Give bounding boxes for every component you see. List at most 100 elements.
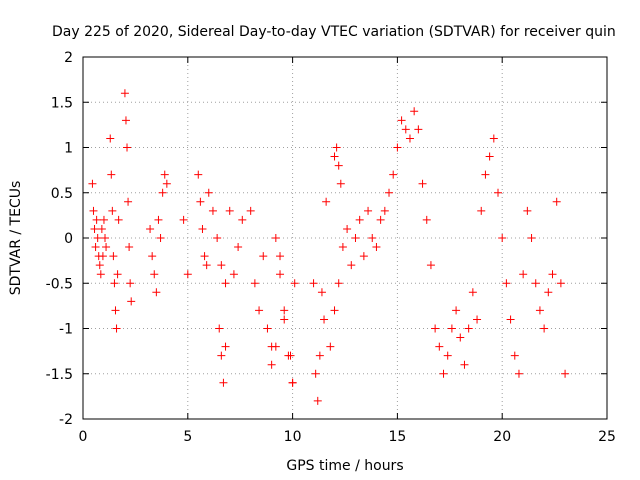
y-axis-label: SDTVAR / TECUs [8,181,24,296]
x-axis-label: GPS time / hours [286,458,403,474]
data-point [330,306,339,315]
data-point [280,315,289,324]
data-point [464,324,473,333]
data-point [208,206,217,215]
data-point [447,324,456,333]
data-point [255,306,264,315]
data-point [225,206,234,215]
data-point [332,143,341,152]
data-point [385,188,394,197]
data-point [280,306,289,315]
data-point [96,270,105,279]
data-point [426,261,435,270]
data-point [368,234,377,242]
data-point [89,206,98,215]
data-point [389,170,398,179]
data-point [246,206,255,215]
data-point [202,261,211,270]
data-point [194,170,203,179]
data-point [343,224,352,233]
data-point [414,125,423,134]
data-point [148,252,157,261]
data-point [276,270,285,279]
data-point [548,270,557,279]
data-point [397,116,406,125]
data-point [213,234,222,242]
data-point [519,270,528,279]
x-tick-label: 15 [388,429,406,445]
data-point [290,279,299,288]
data-point [90,224,99,233]
data-point [452,306,461,315]
data-point [309,279,318,288]
data-point [111,306,120,315]
data-point [204,188,213,197]
data-point [91,243,100,252]
data-point [326,342,335,351]
data-point [531,279,540,288]
data-point [485,152,494,161]
data-point [179,215,188,224]
data-point [535,306,544,315]
x-tick-label: 0 [79,429,88,445]
data-point [338,243,347,252]
data-point [393,143,402,152]
data-point [88,179,97,188]
data-point [219,378,228,387]
y-tick-label: -2 [59,412,73,428]
data-point [439,369,448,378]
data-point [217,261,226,270]
y-tick-label: 2 [64,50,73,66]
data-point [523,206,532,215]
data-point [114,215,123,224]
data-point [93,234,102,242]
data-point [456,333,465,342]
data-point [110,279,119,288]
data-point [317,288,326,297]
y-tick-label: 0 [64,231,73,247]
data-point [355,215,364,224]
data-point [259,252,268,261]
data-point [401,125,410,134]
data-point [561,369,570,378]
data-point [311,369,320,378]
data-point [544,288,553,297]
data-point [347,261,356,270]
x-tick-label: 10 [284,429,302,445]
x-tick-label: 20 [493,429,511,445]
data-point [97,224,106,233]
x-tick-label: 25 [598,429,616,445]
data-point [221,342,230,351]
data-point [364,206,373,215]
data-point [494,188,503,197]
data-point [125,243,134,252]
data-point [502,279,511,288]
data-point [263,324,272,333]
data-point [286,351,295,360]
y-tick-label: 0.5 [51,186,73,202]
data-point [215,324,224,333]
data-point [198,224,207,233]
data-point [527,234,536,242]
data-point [267,360,276,369]
data-point [473,315,482,324]
data-point [98,252,107,261]
data-point [506,315,515,324]
data-point [271,234,280,242]
data-point [334,161,343,170]
data-point [443,351,452,360]
data-point [552,197,561,206]
data-point [322,197,331,206]
data-point [540,324,549,333]
data-point [489,134,498,143]
data-point [481,170,490,179]
data-point [95,261,104,270]
data-point [431,324,440,333]
data-point [313,396,322,405]
data-point [200,252,209,261]
data-point [92,215,101,224]
ticks: 0 5 10 15 20 25 -2 -1.5 -1 -0.5 0 0.5 1 1.5 2 [46,50,616,445]
data-point [99,215,108,224]
data-point [183,270,192,279]
